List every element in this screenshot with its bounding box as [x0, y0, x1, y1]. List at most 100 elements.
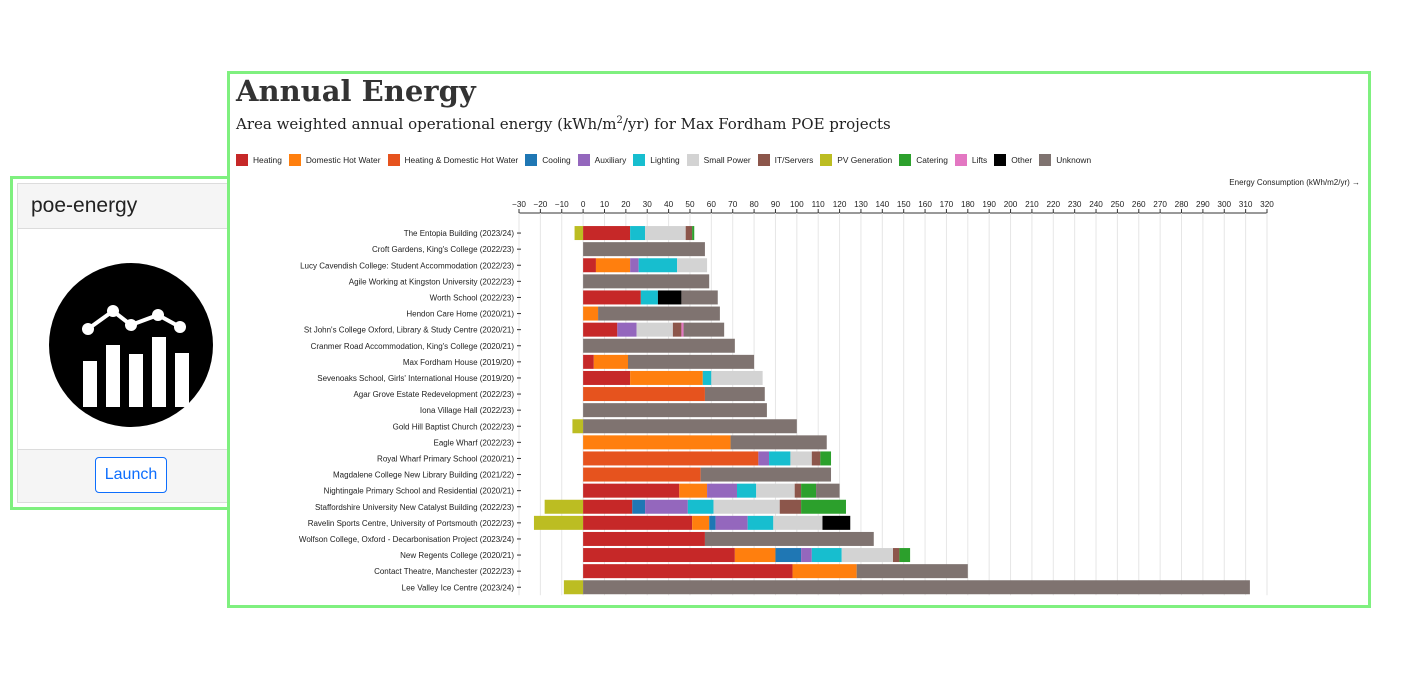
legend-item: Cooling — [525, 154, 571, 166]
bar-segment-pv — [544, 499, 584, 514]
bar-segment — [769, 451, 791, 466]
x-tick-label: −20 — [533, 200, 547, 209]
x-tick-label: 0 — [581, 200, 586, 209]
x-tick-label: 140 — [875, 200, 889, 209]
x-tick-label: 160 — [918, 200, 932, 209]
app-card-body — [18, 229, 236, 450]
bar-segment — [583, 419, 797, 434]
bar-segment — [638, 258, 678, 273]
x-tick-label: 320 — [1260, 200, 1274, 209]
x-tick-label: 190 — [982, 200, 996, 209]
legend-label: Catering — [916, 155, 948, 165]
y-tick-label: Ravelin Sports Centre, University of Por… — [308, 519, 515, 528]
x-tick-label: 220 — [1046, 200, 1060, 209]
x-tick-label: 210 — [1025, 200, 1039, 209]
bar-segment — [704, 531, 874, 546]
chart-panel: Annual Energy Area weighted annual opera… — [227, 71, 1371, 608]
y-tick-label: New Regents College (2020/21) — [400, 551, 514, 560]
bar-segment — [820, 451, 832, 466]
x-tick-label: 170 — [940, 200, 954, 209]
bar-segment — [636, 322, 673, 337]
bar-segment — [816, 483, 840, 498]
legend-swatch — [387, 154, 400, 166]
y-tick-label: Sevenoaks School, Girls' International H… — [317, 374, 514, 383]
bar-segment — [713, 499, 780, 514]
legend-label: Heating — [253, 155, 282, 165]
bar-segment — [630, 258, 639, 273]
x-tick-label: 120 — [833, 200, 847, 209]
legend-item: Heating — [236, 154, 282, 166]
bar-segment — [702, 370, 712, 385]
y-tick-label: Croft Gardens, King's College (2022/23) — [372, 245, 514, 254]
bar-segment — [681, 322, 684, 337]
legend-swatch — [899, 154, 912, 166]
bar-segment — [747, 515, 774, 530]
legend-swatch — [236, 154, 248, 166]
legend-item: Small Power — [686, 154, 751, 166]
bar-segment — [822, 515, 851, 530]
bar-segment — [583, 531, 705, 546]
legend-label: Other — [1011, 155, 1033, 165]
x-tick-label: 280 — [1175, 200, 1189, 209]
bar-segment — [683, 322, 725, 337]
bar-segment — [595, 258, 631, 273]
bar-segment — [583, 435, 731, 450]
bar-segment — [801, 499, 846, 514]
legend-label: Unknown — [1056, 155, 1092, 165]
chart-icon-point — [174, 321, 186, 333]
bar-segment — [583, 483, 680, 498]
bar-segment — [687, 499, 714, 514]
bar-segment — [657, 290, 682, 305]
x-tick-label: 310 — [1239, 200, 1253, 209]
bar-segment — [779, 499, 802, 514]
x-tick-label: 290 — [1196, 200, 1210, 209]
bar-segment — [679, 483, 708, 498]
x-tick-label: 230 — [1068, 200, 1082, 209]
y-tick-label: Agar Grove Estate Redevelopment (2022/23… — [353, 390, 514, 399]
bar-segment-pv — [533, 515, 584, 530]
bar-segment — [583, 548, 735, 563]
bar-segment — [758, 451, 770, 466]
launch-button[interactable]: Launch — [95, 457, 167, 493]
y-tick-label: Iona Village Hall (2022/23) — [420, 406, 514, 415]
chart-icon-point — [107, 305, 119, 317]
app-card-inner: poe-energy Launch — [17, 183, 237, 503]
legend-label: Domestic Hot Water — [305, 155, 381, 165]
x-tick-label: 300 — [1217, 200, 1231, 209]
bar-segment — [794, 483, 802, 498]
bar-segment — [801, 548, 812, 563]
x-axis-label: Energy Consumption (kWh/m2/yr) → — [1229, 178, 1360, 187]
app-card-title: poe-energy — [18, 184, 236, 229]
bar-segment — [792, 564, 857, 579]
bar-segment — [632, 499, 646, 514]
x-tick-label: 20 — [621, 200, 631, 209]
bar-segment — [583, 306, 599, 321]
bar-segment — [811, 548, 842, 563]
bar-segment — [801, 483, 817, 498]
y-tick-label: Agile Working at Kingston University (20… — [349, 277, 515, 286]
chart-subtitle: Area weighted annual operational energy … — [236, 115, 891, 133]
bar-segment — [583, 499, 633, 514]
legend-item: IT/Servers — [757, 154, 813, 166]
legend-swatch — [686, 154, 699, 166]
x-tick-label: −10 — [555, 200, 569, 209]
y-tick-label: Magdalene College New Library Building (… — [333, 471, 514, 480]
x-tick-label: 70 — [728, 200, 738, 209]
bar-segment — [711, 370, 763, 385]
legend-item: Other — [994, 154, 1032, 166]
legend-swatch — [954, 154, 967, 166]
y-tick-label: Wolfson College, Oxford - Decarbonisatio… — [299, 535, 514, 544]
y-tick-label: Royal Wharf Primary School (2020/21) — [377, 454, 514, 463]
legend-swatch — [577, 154, 590, 166]
bar-segment — [709, 515, 716, 530]
bar-segment — [593, 354, 628, 369]
bar-segment — [756, 483, 795, 498]
bar-segment — [583, 322, 618, 337]
bar-segment — [704, 387, 765, 402]
chart-icon-bar — [129, 354, 143, 407]
legend: Heating Domestic Hot Water Heating & Domes… — [236, 154, 1098, 166]
legend-label: Small Power — [703, 155, 751, 165]
legend-item: Catering — [899, 154, 948, 166]
bar-segment — [630, 226, 646, 241]
chart-icon-point — [152, 309, 164, 321]
